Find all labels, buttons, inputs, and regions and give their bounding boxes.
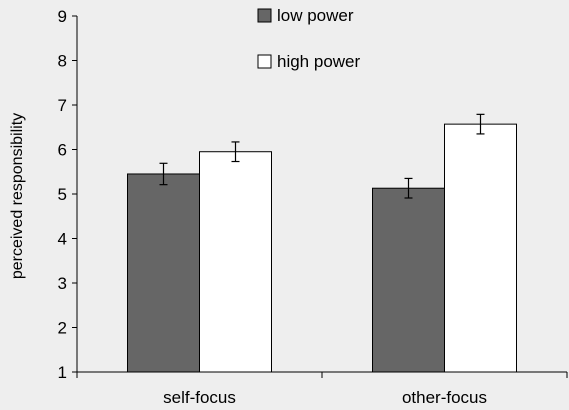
bar xyxy=(199,151,272,373)
y-tick-label: 7 xyxy=(58,96,67,115)
bar xyxy=(127,173,200,373)
x-axis: self-focus other-focus xyxy=(76,371,568,407)
y-tick-label: 4 xyxy=(58,230,67,249)
error-bars xyxy=(159,113,485,199)
error-bar xyxy=(404,177,413,199)
error-bar xyxy=(476,113,485,135)
y-tick-label: 5 xyxy=(58,185,67,204)
legend-label: high power xyxy=(277,52,361,71)
x-category-label: other-focus xyxy=(402,388,487,407)
bar xyxy=(372,187,445,373)
legend-label: low power xyxy=(277,6,354,25)
bars xyxy=(127,123,517,373)
y-tick-label: 8 xyxy=(58,52,67,71)
legend: low power high power xyxy=(257,6,361,71)
y-tick-label: 6 xyxy=(58,141,67,160)
x-category-label: self-focus xyxy=(163,388,236,407)
legend-item: high power xyxy=(257,52,361,71)
y-tick-label: 3 xyxy=(58,274,67,293)
y-tick-label: 9 xyxy=(58,7,67,26)
legend-item: low power xyxy=(257,6,354,25)
y-axis-title: perceived responsibility xyxy=(9,113,26,279)
error-bar xyxy=(231,141,240,163)
legend-swatch xyxy=(257,54,272,69)
y-tick-label: 1 xyxy=(58,363,67,382)
y-tick-label: 2 xyxy=(58,319,67,338)
error-bar xyxy=(159,162,168,186)
legend-swatch xyxy=(257,8,272,23)
y-axis: 1 2 3 4 5 6 7 8 9 xyxy=(58,7,78,382)
bar xyxy=(444,123,517,373)
